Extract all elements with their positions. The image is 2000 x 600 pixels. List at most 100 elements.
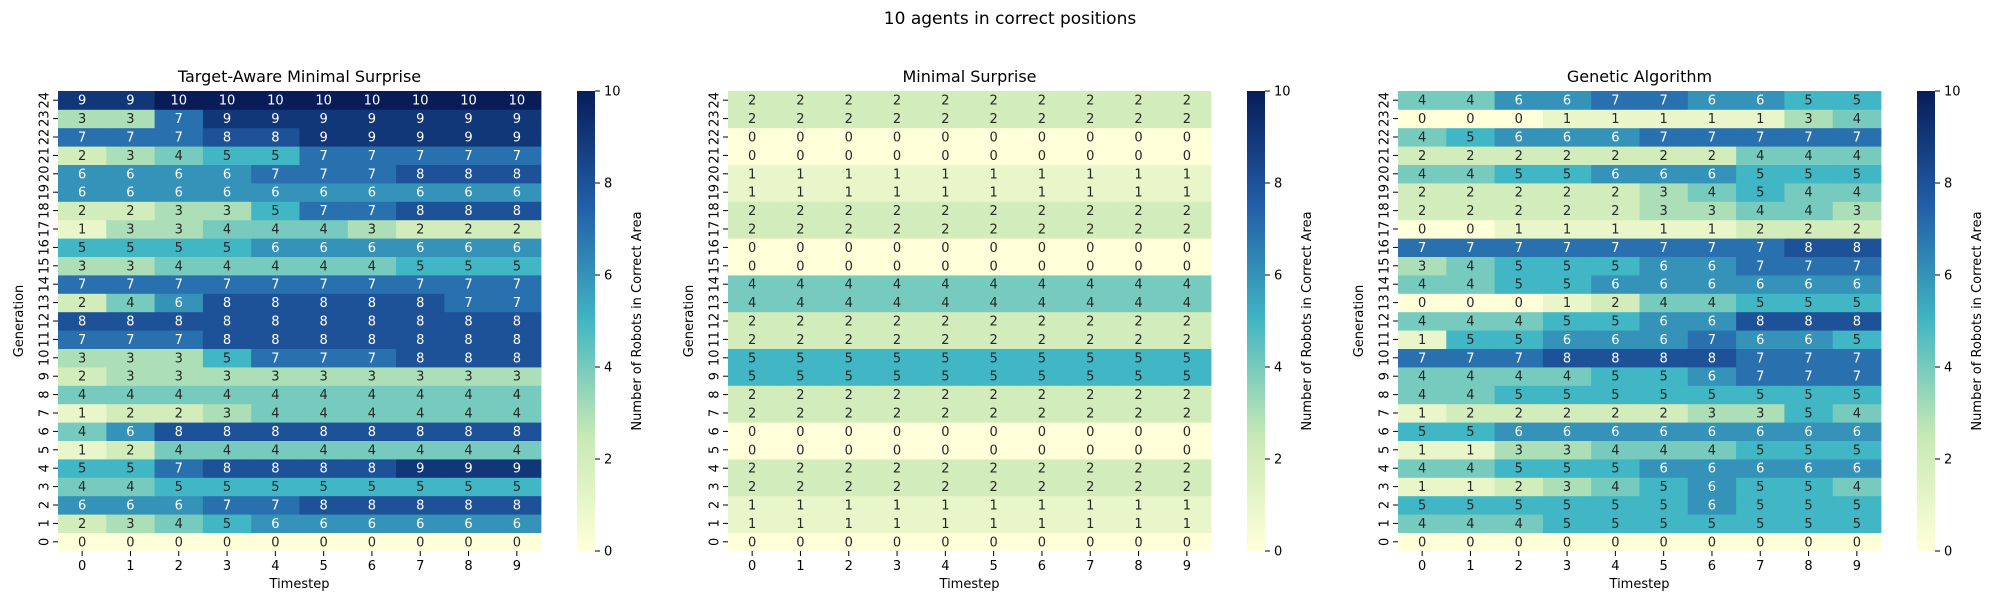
cell-value-label: 8 — [368, 296, 376, 311]
cell-value-label: 5 — [271, 480, 279, 495]
cell-value-label: 2 — [78, 517, 86, 532]
heatmap-cell — [728, 183, 777, 202]
cell-value-label: 4 — [796, 278, 804, 293]
heatmap-cell — [1114, 514, 1164, 533]
heatmap-cell — [1542, 514, 1592, 533]
cell-value-label: 4 — [1134, 296, 1142, 311]
cell-value-label: 2 — [1466, 186, 1474, 201]
heatmap-cell — [1542, 459, 1592, 478]
heatmap-cell — [1162, 164, 1212, 184]
cell-value-label: 8 — [223, 333, 231, 348]
heatmap-cell — [1114, 275, 1164, 294]
heatmap-cell — [1591, 109, 1640, 129]
heatmap-cell — [396, 459, 445, 478]
heatmap-cell — [106, 275, 155, 294]
cell-value-label: 8 — [1804, 241, 1812, 256]
cell-value-label: 0 — [845, 425, 853, 440]
heatmap-cell — [1832, 109, 1882, 129]
heatmap-cell — [154, 183, 204, 202]
cell-value-label: 0 — [893, 535, 901, 550]
cell-value-label: 0 — [416, 535, 424, 550]
cell-value-label: 4 — [271, 388, 279, 403]
heatmap-cell — [1542, 256, 1592, 276]
cell-value-label: 2 — [1086, 315, 1094, 330]
heatmap-cell — [1017, 514, 1067, 533]
heatmap-cell — [1398, 495, 1447, 515]
cell-value-label: 2 — [1611, 407, 1619, 422]
heatmap-cell — [58, 385, 107, 405]
heatmap-cell — [1017, 127, 1067, 147]
cell-value-label: 4 — [990, 296, 998, 311]
cell-value-label: 7 — [1853, 131, 1861, 146]
heatmap-cell — [1446, 422, 1495, 441]
y-tick-label: 16 — [708, 239, 723, 256]
heatmap-cell — [728, 201, 777, 221]
heatmap-cell — [1162, 256, 1212, 276]
cell-value-label: 0 — [1708, 535, 1716, 550]
y-tick-label: 9 — [708, 372, 723, 380]
cell-value-label: 2 — [513, 223, 521, 238]
cell-value-label: 6 — [175, 167, 183, 182]
heatmap-cell — [776, 238, 825, 257]
heatmap-cell — [1542, 403, 1592, 423]
heatmap-cell — [1494, 367, 1544, 386]
cell-value-label: 5 — [1563, 388, 1571, 403]
y-tick-label: 1 — [38, 519, 53, 527]
heatmap-cell — [1542, 91, 1592, 110]
y-tick-label: 10 — [708, 350, 723, 367]
heatmap-cell — [58, 293, 107, 313]
heatmap-cell — [1784, 256, 1834, 276]
y-tick-label: 24 — [1378, 92, 1393, 109]
heatmap-cell — [1591, 164, 1640, 184]
heatmap-cell — [492, 109, 542, 129]
cell-value-label: 0 — [223, 535, 231, 550]
cell-value-label: 2 — [1086, 94, 1094, 109]
heatmap-cell — [444, 330, 494, 349]
cell-value-label: 2 — [1134, 333, 1142, 348]
cell-value-label: 9 — [464, 131, 472, 146]
cell-value-label: 2 — [748, 204, 756, 219]
cell-value-label: 4 — [320, 259, 328, 274]
heatmap-cell — [1494, 183, 1544, 202]
cell-value-label: 0 — [845, 535, 853, 550]
cell-value-label: 2 — [796, 407, 804, 422]
heatmap-cell — [1687, 146, 1737, 165]
y-tick-label: 21 — [708, 147, 723, 164]
heatmap-cell — [1017, 403, 1067, 423]
cell-value-label: 2 — [748, 333, 756, 348]
heatmap-cell — [1832, 183, 1882, 202]
heatmap-panel-3: 0 0 0 0 0 0 0 0 0 04 4 4 5 5 5 5 5 5 55 5 5 5 5 5 6 5 5 51 1 2 3 4 5 6 5 5 4… — [1352, 67, 1985, 592]
heatmap-cell — [1542, 275, 1592, 294]
heatmap-cell — [1736, 256, 1785, 276]
heatmap-cell — [1494, 403, 1544, 423]
cell-value-label: 2 — [1563, 204, 1571, 219]
cell-value-label: 6 — [175, 499, 183, 514]
cell-value-label: 1 — [1418, 443, 1426, 458]
y-tick-label: 10 — [38, 350, 53, 367]
heatmap-cell — [1114, 459, 1164, 478]
cell-value-label: 7 — [1418, 351, 1426, 366]
heatmap-cell — [872, 91, 922, 110]
cell-value-label: 0 — [1515, 112, 1523, 127]
heatmap-cell — [492, 385, 542, 405]
y-tick-label: 18 — [708, 202, 723, 219]
heatmap-cell — [1639, 256, 1689, 276]
heatmap-cell — [824, 201, 874, 221]
heatmap-cell — [251, 201, 300, 221]
heatmap-cell — [1687, 109, 1737, 129]
heatmap-cell — [154, 91, 204, 110]
colorbar-tick-label: 10 — [604, 85, 621, 100]
heatmap-cell — [106, 403, 155, 423]
cell-value-label: 6 — [1660, 278, 1668, 293]
cell-value-label: 7 — [464, 149, 472, 164]
heatmap-cell — [824, 495, 874, 515]
cell-value-label: 0 — [941, 241, 949, 256]
cell-value-label: 4 — [1418, 315, 1426, 330]
heatmap-cell — [106, 146, 155, 165]
heatmap-cell — [444, 275, 494, 294]
heatmap-cell — [1017, 238, 1067, 257]
heatmap-cell — [1446, 146, 1495, 165]
cell-value-label: 3 — [1756, 407, 1764, 422]
x-tick-label: 4 — [271, 559, 279, 574]
cell-value-label: 2 — [796, 462, 804, 477]
